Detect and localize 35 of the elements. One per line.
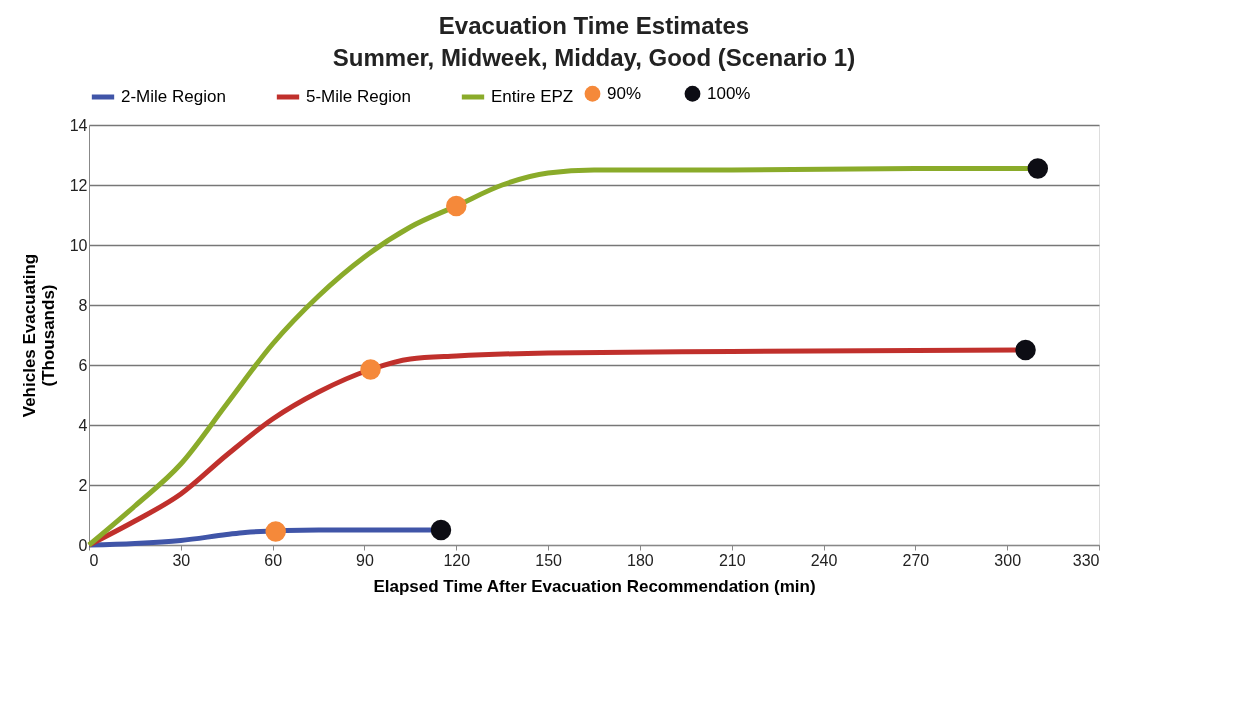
point <box>446 195 467 217</box>
x-tick-label: 0 <box>89 551 99 569</box>
point <box>360 359 381 380</box>
x-tick-label: 30 <box>172 551 191 569</box>
x-tick-label: 210 <box>718 551 746 569</box>
legend-label: 5-Mile Region <box>306 87 411 106</box>
legend-label: Entire EPZ <box>491 87 574 106</box>
y-tick-label: 6 <box>78 356 88 374</box>
x-tick-label: 240 <box>810 551 838 569</box>
y-tick-label: 12 <box>69 176 88 194</box>
point <box>1027 158 1049 179</box>
chart-subtitle: Summer, Midweek, Midday, Good (Scenario 1) <box>332 44 856 71</box>
y-tick-label: 8 <box>78 296 88 314</box>
y-tick-label: 2 <box>78 476 88 494</box>
x-tick-label: 60 <box>264 551 283 569</box>
chart-title: Evacuation Time Estimates <box>438 12 750 39</box>
x-tick-label: 300 <box>994 551 1022 569</box>
point <box>1015 339 1036 361</box>
y-tick-label: 0 <box>78 536 88 554</box>
y-tick-label: 4 <box>78 416 88 434</box>
x-tick-label: 90 <box>356 551 374 569</box>
y-tick-label: 14 <box>69 116 88 134</box>
legend-label: 90% <box>607 83 642 103</box>
x-tick-label: 120 <box>443 551 471 569</box>
point <box>430 519 452 541</box>
point <box>265 521 286 542</box>
y-axis-title: Vehicles Evacuating (Thousands) <box>19 253 58 418</box>
x-tick-label: 150 <box>535 551 563 569</box>
x-tick-label: 180 <box>627 551 654 569</box>
x-tick-label: 270 <box>902 551 930 569</box>
legend-label: 2-Mile Region <box>121 87 226 106</box>
x-axis-title: Elapsed Time After Evacuation Recommendation (min) <box>373 576 816 596</box>
x-tick-label: 330 <box>1072 551 1100 569</box>
y-tick-label: 10 <box>69 236 88 254</box>
legend-label: 100% <box>707 83 751 103</box>
